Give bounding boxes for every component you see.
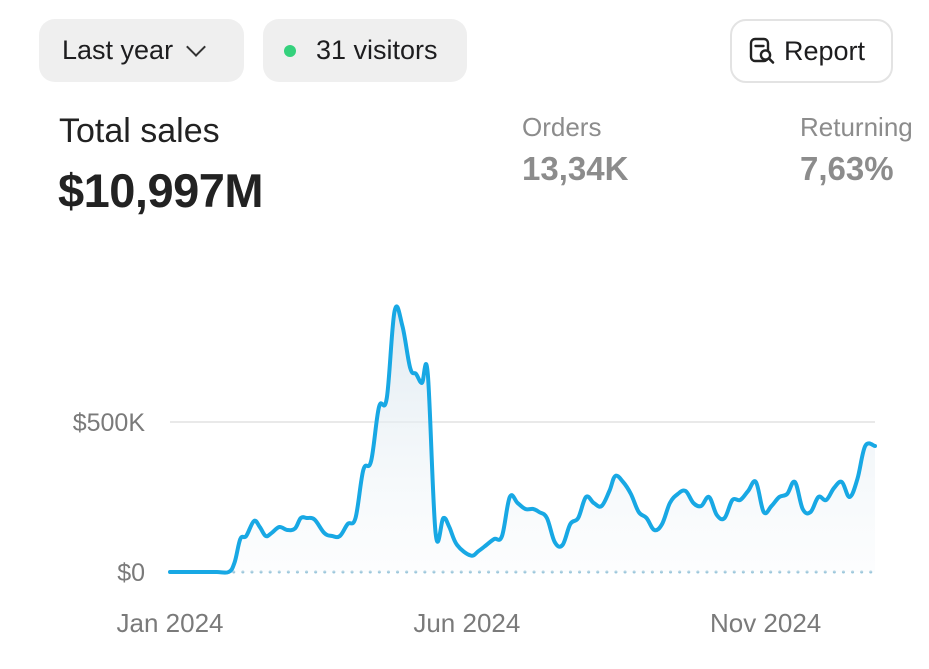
visitors-count: 31 visitors xyxy=(316,35,438,65)
total-sales-value: $10,997M xyxy=(58,164,264,217)
visitors-badge: 31 visitors xyxy=(263,19,467,82)
report-button[interactable]: Report xyxy=(730,19,893,83)
date-range-label: Last year xyxy=(62,35,174,65)
report-search-icon xyxy=(749,37,775,64)
sales-area xyxy=(170,306,875,573)
returning-label: Returning xyxy=(800,112,913,142)
date-range-dropdown[interactable]: Last year xyxy=(39,19,244,82)
x-tick-label: Jun 2024 xyxy=(413,608,520,638)
y-tick-label: $500K xyxy=(73,409,146,437)
sales-line xyxy=(168,304,877,575)
orders-value: 13,34K xyxy=(522,150,629,187)
returning-value: 7,63% xyxy=(800,150,894,187)
total-sales-label: Total sales xyxy=(59,112,220,150)
live-status-dot-icon xyxy=(284,44,296,57)
report-button-label: Report xyxy=(784,35,866,66)
y-tick-label: $0 xyxy=(117,559,145,587)
orders-label: Orders xyxy=(522,112,602,142)
x-tick-label: Nov 2024 xyxy=(710,608,821,638)
x-tick-label: Jan 2024 xyxy=(117,608,224,638)
